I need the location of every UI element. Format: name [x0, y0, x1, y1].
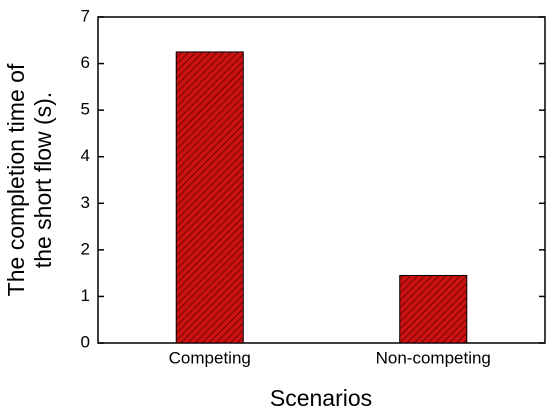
y-tick-label: 1 [81, 286, 90, 305]
y-tick-label: 5 [81, 100, 90, 119]
y-axis-label: The completion time of [3, 63, 29, 296]
bar [175, 51, 244, 344]
plot-frame [97, 16, 546, 344]
y-tick-label: 4 [81, 146, 90, 165]
x-tick-label: Competing [169, 348, 251, 367]
y-tick-label: 7 [81, 6, 90, 25]
y-tick-label: 2 [81, 239, 90, 258]
bar [399, 274, 468, 344]
y-axis-label-group: The completion time of the short flow (s… [3, 63, 56, 296]
y-axis-label: the short flow (s). [30, 92, 56, 268]
y-tick-label: 6 [81, 53, 90, 72]
x-tick-label: Non-competing [376, 348, 491, 367]
y-tick-label: 3 [81, 193, 90, 212]
x-axis-label: Scenarios [270, 385, 372, 411]
y-tick-label: 0 [81, 332, 90, 351]
